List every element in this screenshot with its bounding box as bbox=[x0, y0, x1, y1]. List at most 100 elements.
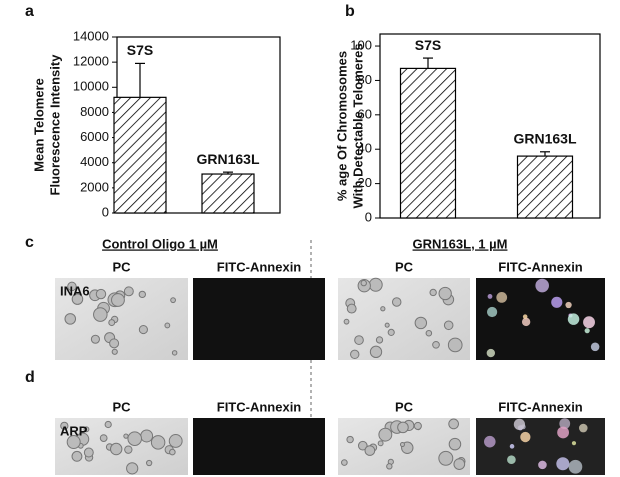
column-label: FITC-Annexin bbox=[217, 399, 302, 414]
cell bbox=[551, 296, 563, 308]
cell bbox=[346, 435, 354, 444]
cell bbox=[438, 286, 452, 301]
cell bbox=[413, 421, 422, 431]
cell bbox=[386, 463, 393, 470]
bar-label: GRN163L bbox=[513, 130, 576, 146]
micrograph bbox=[193, 278, 325, 360]
cell bbox=[535, 278, 549, 293]
cell bbox=[565, 301, 572, 309]
cell bbox=[64, 313, 77, 325]
cell bbox=[378, 427, 393, 442]
cell bbox=[138, 290, 146, 299]
cell bbox=[567, 313, 580, 325]
cell bbox=[111, 348, 118, 355]
cell bbox=[520, 431, 531, 443]
cell bbox=[108, 319, 116, 327]
cell bbox=[521, 317, 531, 327]
cell bbox=[109, 338, 120, 349]
cell bbox=[578, 423, 588, 433]
cell bbox=[140, 429, 154, 443]
cell bbox=[168, 434, 183, 448]
cell bbox=[123, 433, 129, 439]
bar-label: S7S bbox=[127, 42, 153, 58]
column-label: PC bbox=[112, 259, 131, 274]
column-label: FITC-Annexin bbox=[498, 399, 583, 414]
cell bbox=[443, 320, 454, 331]
cell bbox=[123, 286, 134, 297]
y-tick-label: 0 bbox=[365, 209, 372, 224]
cell bbox=[429, 288, 437, 297]
y-tick-label: 0 bbox=[102, 204, 109, 219]
panel-letter: b bbox=[345, 3, 355, 20]
cell bbox=[369, 345, 383, 359]
column-label: PC bbox=[395, 259, 414, 274]
cell bbox=[590, 342, 600, 352]
cell bbox=[354, 335, 364, 345]
cell bbox=[453, 458, 466, 470]
column-label: PC bbox=[395, 399, 414, 414]
cell bbox=[138, 325, 148, 335]
y-tick-label: 4000 bbox=[80, 154, 109, 169]
cell bbox=[368, 277, 383, 292]
bar bbox=[113, 96, 167, 214]
y-axis-label: Fluorescence Intensity bbox=[47, 54, 62, 196]
cell bbox=[380, 306, 386, 312]
cell bbox=[447, 337, 463, 353]
cell bbox=[146, 459, 153, 467]
cell bbox=[126, 462, 139, 475]
cell bbox=[391, 297, 402, 307]
cell bbox=[60, 421, 69, 431]
cell bbox=[170, 297, 176, 304]
column-label: PC bbox=[112, 399, 131, 414]
cell bbox=[556, 457, 570, 471]
panel-letter: c bbox=[25, 234, 34, 251]
cell bbox=[522, 314, 528, 319]
cell bbox=[584, 328, 590, 334]
cell bbox=[171, 350, 178, 356]
plot-frame bbox=[379, 33, 601, 219]
cell bbox=[66, 435, 81, 450]
cell bbox=[557, 426, 569, 439]
cell bbox=[387, 328, 395, 336]
cell bbox=[486, 348, 496, 358]
cell bbox=[496, 292, 508, 303]
y-tick-label: 8000 bbox=[80, 104, 109, 119]
cell bbox=[448, 437, 462, 451]
cell bbox=[357, 440, 368, 451]
cell bbox=[150, 435, 166, 450]
cell bbox=[432, 340, 440, 349]
panel-letter: d bbox=[25, 369, 35, 386]
y-tick-label: 10000 bbox=[73, 79, 109, 94]
cell bbox=[425, 329, 433, 337]
cell bbox=[99, 434, 108, 442]
bar bbox=[399, 67, 457, 219]
cell bbox=[341, 459, 348, 466]
y-axis-label: With Detectable Telomeres bbox=[350, 43, 365, 208]
y-axis-label: Mean Telomere bbox=[31, 78, 46, 172]
cell bbox=[571, 441, 577, 446]
bar-label: S7S bbox=[415, 37, 441, 53]
cell bbox=[104, 420, 112, 429]
cell bbox=[513, 418, 526, 430]
group-title: GRN163L, 1 µM bbox=[413, 236, 508, 251]
bar bbox=[201, 173, 255, 214]
panel-letter: a bbox=[25, 3, 34, 20]
cell bbox=[377, 440, 384, 447]
cell bbox=[127, 431, 143, 446]
y-tick-label: 6000 bbox=[80, 129, 109, 144]
cell bbox=[384, 322, 390, 328]
cell bbox=[343, 318, 350, 325]
y-tick-label: 80 bbox=[358, 72, 372, 87]
cell bbox=[484, 435, 496, 448]
bar-label: GRN163L bbox=[196, 151, 259, 167]
y-tick-label: 2000 bbox=[80, 179, 109, 194]
cell bbox=[71, 450, 83, 462]
cell bbox=[90, 334, 100, 344]
cell bbox=[111, 293, 125, 307]
cell bbox=[71, 293, 84, 305]
cell bbox=[559, 418, 571, 430]
y-tick-label: 14000 bbox=[73, 28, 109, 43]
cell bbox=[67, 281, 77, 292]
cell bbox=[399, 442, 405, 448]
